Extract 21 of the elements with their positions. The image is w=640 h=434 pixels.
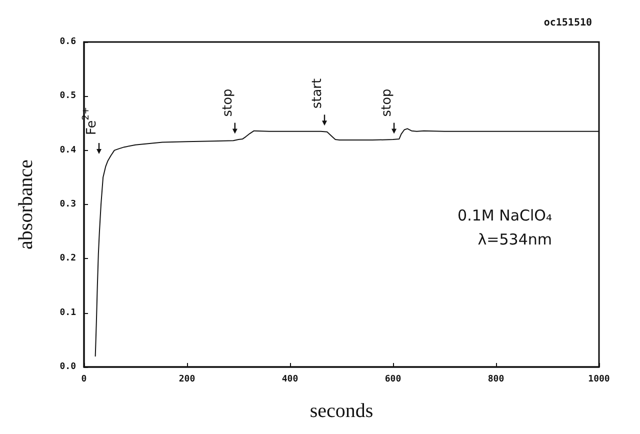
x-tick-label: 400 [282, 374, 298, 384]
y-tick-label: 0.3 [60, 200, 76, 210]
annotation: start [310, 78, 326, 109]
annotation: 0.1M NaClO₄ [458, 206, 552, 224]
x-tick-label: 200 [178, 374, 196, 384]
x-tick-label: 800 [488, 374, 504, 384]
annotation: stop [220, 88, 236, 117]
text: oc151510 [544, 18, 592, 28]
y-axis-title: absorbance [15, 159, 37, 250]
annotation: stop [380, 88, 395, 117]
x-tick-label: 1000 [588, 374, 610, 384]
y-tick-label: 0.6 [60, 37, 76, 47]
annotation: λ=534nm [478, 230, 552, 248]
y-tick-label: 0.0 [60, 362, 76, 372]
y-tick-label: 0.4 [60, 145, 77, 156]
y-tick-label: 0.1 [60, 308, 76, 318]
x-tick-label: 600 [384, 374, 402, 384]
x-tick-label: 0 [81, 374, 87, 384]
y-tick-label: 0.2 [60, 254, 76, 264]
x-axis-title: seconds [310, 400, 374, 422]
y-tick-label: 0.5 [60, 91, 76, 102]
